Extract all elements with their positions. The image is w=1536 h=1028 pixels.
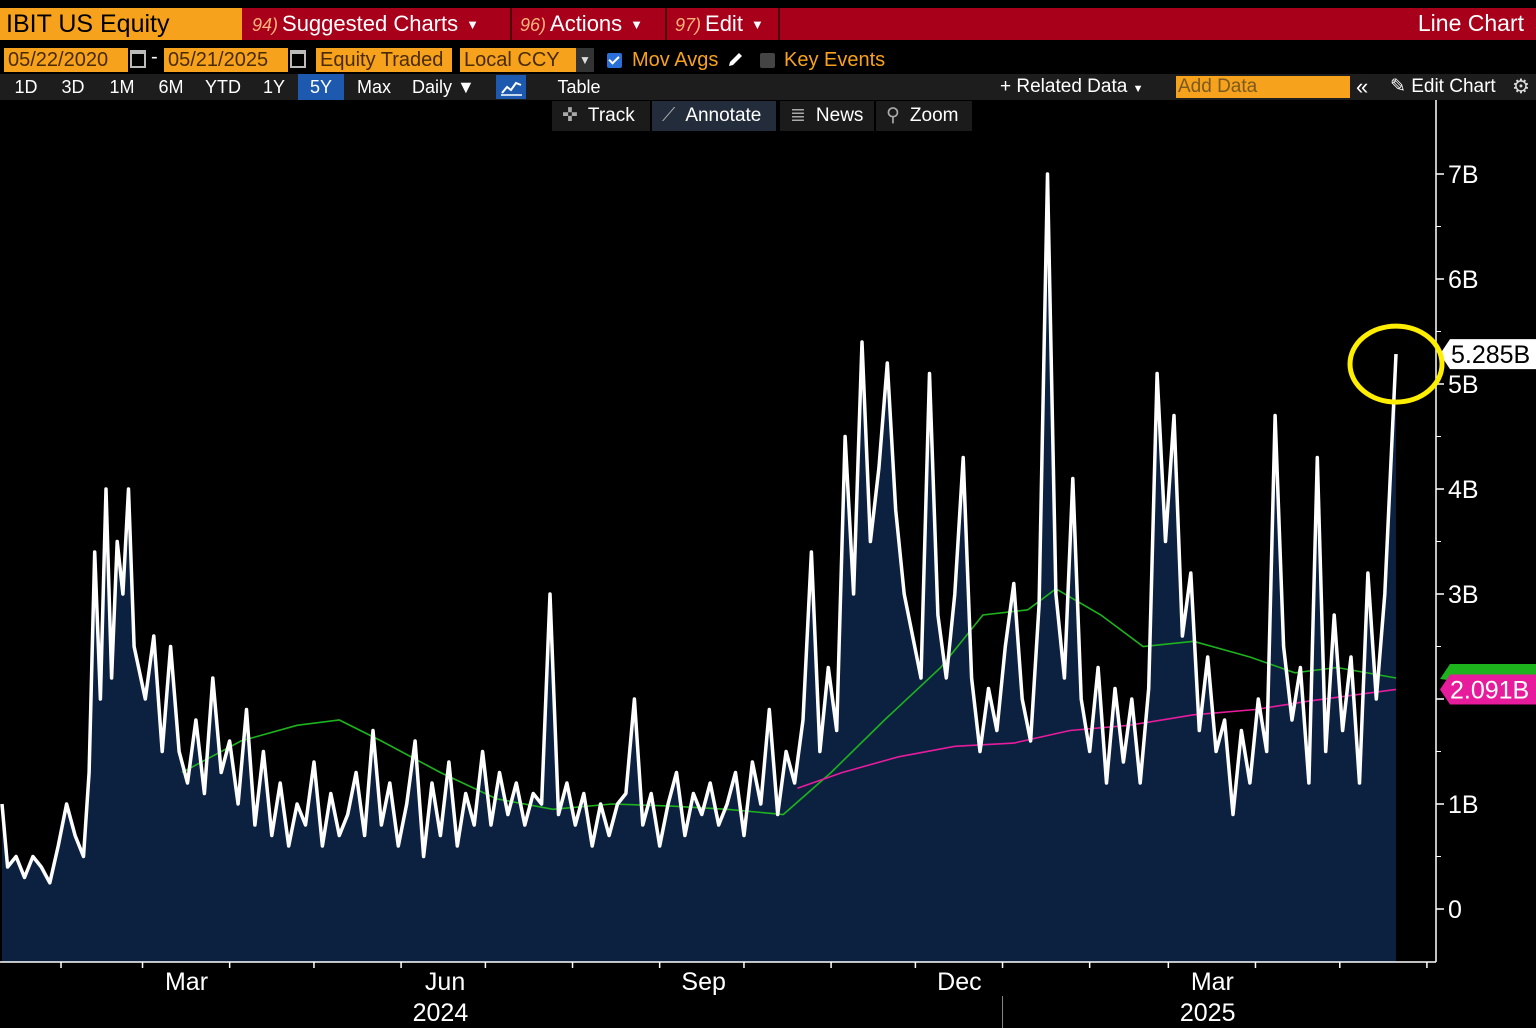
menu-divider — [778, 8, 780, 40]
news-label: News — [815, 105, 864, 126]
frequency-selector[interactable]: Daily ▼ — [404, 74, 488, 100]
y-tick-label: 1B — [1448, 791, 1479, 819]
series-line-moving-average-long — [797, 688, 1397, 790]
track-tool[interactable]: ✜ Track — [552, 101, 650, 131]
edit-chart-label: Edit Chart — [1411, 76, 1496, 97]
highlight-circle — [1347, 323, 1445, 405]
period-1d[interactable]: 1D — [14, 77, 38, 97]
period-5y[interactable]: 5Y — [298, 74, 344, 100]
line-chart-icon[interactable] — [496, 75, 526, 99]
chevron-down-icon: ▼ — [750, 17, 764, 32]
suggested-charts-menu[interactable]: 94) Suggested Charts ▼ — [252, 8, 479, 40]
track-label: Track — [587, 105, 635, 126]
cut-off-header-strip — [0, 0, 1536, 8]
zoom-label: Zoom — [909, 105, 959, 126]
last-value-tag-ma-long: 2.091B — [1440, 674, 1536, 705]
last-value-tag-equity-traded: 5.285B — [1440, 339, 1536, 370]
period-6m[interactable]: 6M — [158, 77, 184, 97]
date-range-separator: - — [151, 46, 158, 68]
pen-icon: ⟋ — [662, 105, 676, 126]
edit-chart-button[interactable]: ✎ Edit Chart — [1390, 74, 1496, 100]
period-1m[interactable]: 1M — [109, 77, 135, 97]
news-tool[interactable]: ≣ News — [780, 101, 874, 131]
period-ytd[interactable]: YTD — [205, 77, 241, 97]
table-button[interactable]: Table — [557, 77, 601, 97]
mov-avgs-label[interactable]: Mov Avgs — [632, 49, 719, 71]
menu-divider — [665, 8, 667, 40]
related-data-menu[interactable]: + Related Data ▼ — [1000, 74, 1143, 100]
last-value-tag-box — [1440, 339, 1536, 370]
period-max[interactable]: Max — [356, 77, 391, 97]
security-ticker[interactable]: IBIT US Equity — [0, 8, 242, 40]
edit-num: 97) — [675, 15, 702, 35]
crosshair-icon: ✜ — [562, 105, 578, 126]
start-date-input[interactable]: 05/22/2020 — [4, 48, 128, 72]
plus-icon: + — [1000, 76, 1012, 97]
annotate-tool[interactable]: ⟋ Annotate — [652, 101, 776, 131]
magnifier-icon: ⚲ — [886, 105, 900, 126]
chevron-down-icon: ▼ — [630, 17, 644, 32]
last-value-tag-box — [1440, 674, 1536, 705]
x-tick-label: Dec — [937, 968, 981, 996]
calendar-icon[interactable] — [290, 50, 306, 68]
chevron-down-icon[interactable]: ▼ — [576, 48, 594, 72]
y-tick-label: 7B — [1448, 161, 1479, 189]
x-tick-label: Sep — [681, 968, 725, 996]
gear-icon[interactable]: ⚙ — [1512, 76, 1530, 98]
y-tick-label: 5B — [1448, 371, 1479, 399]
period-1y[interactable]: 1Y — [262, 77, 286, 97]
y-tick-label: 6B — [1448, 266, 1479, 294]
field-selector[interactable]: Equity Traded — [316, 48, 452, 72]
last-value-label-equity-traded: 5.285B — [1451, 341, 1530, 369]
add-data-input[interactable]: Add Data — [1176, 76, 1350, 98]
actions-label: Actions — [550, 11, 623, 36]
end-date-input[interactable]: 05/21/2025 — [164, 48, 288, 72]
zoom-tool[interactable]: ⚲ Zoom — [876, 101, 972, 131]
chevron-down-icon: ▼ — [457, 77, 475, 97]
last-value-label-ma-long: 2.091B — [1450, 676, 1529, 704]
edit-label: Edit — [705, 11, 743, 36]
x-tick-label: Mar — [165, 968, 208, 996]
actions-num: 96) — [520, 15, 547, 35]
key-events-label[interactable]: Key Events — [784, 49, 886, 71]
pencil-icon: ✎ — [1390, 76, 1406, 97]
frequency-label: Daily — [412, 77, 453, 97]
series-area-equity-traded — [2, 174, 1396, 962]
annotate-label: Annotate — [685, 105, 762, 126]
year-label: 2025 — [1180, 999, 1236, 1027]
chevron-down-icon: ▼ — [1132, 83, 1144, 95]
related-data-label: Related Data — [1016, 76, 1128, 97]
suggested-charts-label: Suggested Charts — [282, 11, 459, 36]
calendar-icon[interactable] — [130, 50, 146, 68]
year-label: 2024 — [413, 999, 469, 1027]
pencil-icon[interactable] — [726, 51, 744, 69]
currency-selector[interactable]: Local CCY — [460, 48, 576, 72]
chevron-down-icon: ▼ — [466, 17, 479, 32]
series-line-equity-traded — [0, 172, 1398, 885]
y-tick-label: 4B — [1448, 476, 1479, 504]
title-bar — [0, 8, 1536, 40]
menu-divider — [510, 8, 512, 40]
x-tick-label: Jun — [425, 968, 465, 996]
suggested-charts-num: 94) — [252, 15, 279, 35]
news-icon: ≣ — [790, 105, 806, 126]
actions-menu[interactable]: 96) Actions ▼ — [520, 8, 643, 40]
chart-type-label: Line Chart — [1417, 10, 1524, 36]
mov-avgs-checkbox[interactable] — [607, 53, 622, 68]
period-3d[interactable]: 3D — [61, 77, 85, 97]
y-tick-label: 3B — [1448, 581, 1479, 609]
edit-menu[interactable]: 97) Edit ▼ — [675, 8, 764, 40]
collapse-icon[interactable]: « — [1356, 74, 1369, 99]
y-tick-label: 0 — [1448, 896, 1462, 924]
x-tick-label: Mar — [1191, 968, 1234, 996]
key-events-checkbox[interactable] — [760, 53, 775, 68]
